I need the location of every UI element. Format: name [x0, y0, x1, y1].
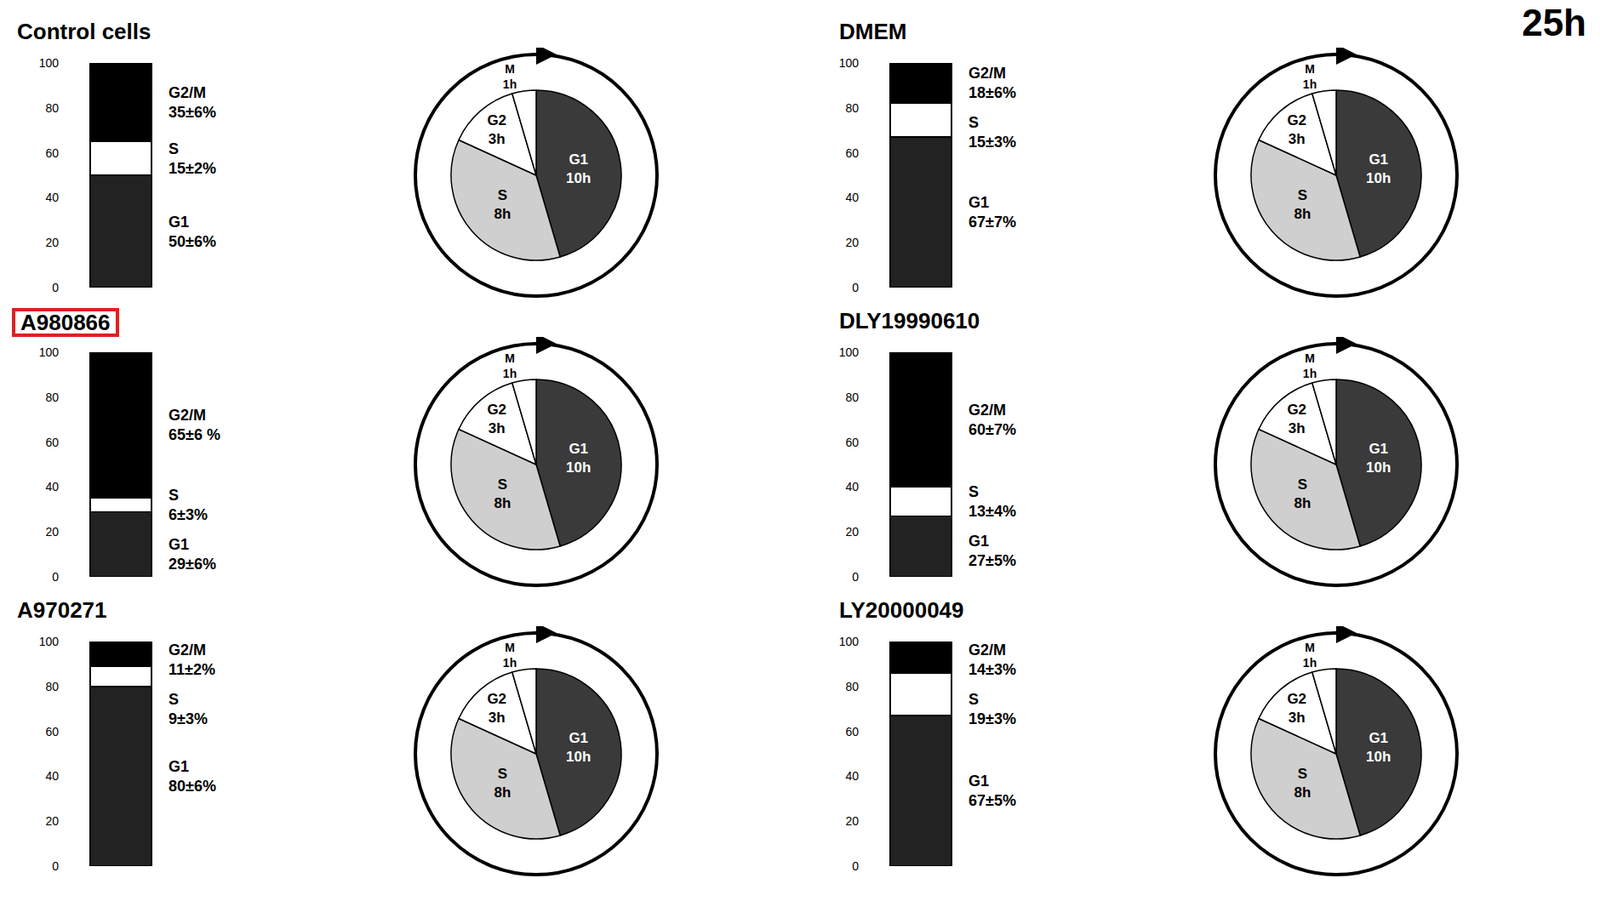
svg-text:60: 60 [45, 725, 59, 739]
svg-text:G2/M65±6 %: G2/M65±6 % [168, 406, 221, 444]
svg-text:G2/M60±7%: G2/M60±7% [968, 401, 1017, 439]
svg-text:100: 100 [39, 345, 60, 360]
svg-text:100: 100 [839, 634, 860, 649]
svg-text:S15±3%: S15±3% [968, 114, 1017, 151]
svg-text:80: 80 [45, 101, 59, 115]
svg-text:S6±3%: S6±3% [168, 486, 208, 524]
svg-text:G23h: G23h [486, 401, 507, 437]
html-text:A980866: A980866 [20, 309, 111, 336]
svg-text:0: 0 [851, 570, 859, 584]
svg-text:S8h: S8h [494, 476, 512, 512]
html-text:A970271: A970271 [17, 597, 107, 623]
svg-text:G2/M14±3%: G2/M14±3% [968, 641, 1017, 679]
svg-text:G110h: G110h [1365, 440, 1391, 476]
svg-text:20: 20 [845, 235, 859, 250]
html-text:25h: 25h [1521, 1, 1587, 44]
svg-text:0: 0 [51, 859, 59, 874]
svg-text:80: 80 [845, 390, 859, 405]
svg-text:20: 20 [45, 235, 59, 250]
svg-text:20: 20 [45, 525, 59, 539]
svg-text:80: 80 [845, 101, 859, 115]
svg-text:M1h: M1h [1302, 62, 1317, 92]
svg-text:M1h: M1h [1302, 640, 1317, 670]
svg-text:M1h: M1h [502, 62, 517, 92]
svg-text:G110h: G110h [1365, 730, 1391, 766]
svg-text:60: 60 [45, 435, 59, 450]
svg-text:G23h: G23h [1286, 401, 1307, 437]
html-text:DMEM: DMEM [839, 18, 907, 45]
svg-text:0: 0 [51, 570, 59, 584]
svg-text:G150±6%: G150±6% [168, 213, 217, 251]
svg-text:G167±7%: G167±7% [968, 194, 1017, 231]
svg-text:40: 40 [845, 769, 859, 783]
svg-text:M1h: M1h [502, 640, 517, 670]
svg-text:S13±4%: S13±4% [968, 483, 1017, 520]
svg-text:60: 60 [845, 146, 859, 160]
svg-text:100: 100 [839, 56, 860, 70]
svg-text:S15±2%: S15±2% [168, 140, 217, 178]
svg-text:M1h: M1h [1302, 351, 1317, 381]
svg-text:G110h: G110h [1365, 151, 1391, 187]
svg-text:S8h: S8h [494, 187, 512, 223]
svg-text:40: 40 [45, 480, 59, 494]
svg-text:80: 80 [45, 680, 59, 694]
svg-text:20: 20 [45, 814, 59, 829]
svg-text:0: 0 [851, 859, 859, 874]
svg-text:100: 100 [39, 56, 60, 70]
svg-text:S9±3%: S9±3% [168, 691, 208, 728]
svg-text:40: 40 [845, 190, 859, 205]
svg-text:G180±6%: G180±6% [168, 758, 217, 795]
svg-text:G23h: G23h [1286, 691, 1307, 726]
svg-text:S8h: S8h [1294, 187, 1312, 223]
svg-text:G23h: G23h [1286, 112, 1307, 148]
svg-text:20: 20 [845, 525, 859, 539]
svg-text:80: 80 [845, 680, 859, 694]
svg-text:G2/M18±6%: G2/M18±6% [968, 64, 1017, 102]
svg-text:100: 100 [839, 345, 860, 360]
svg-text:G2/M35±6%: G2/M35±6% [168, 84, 217, 121]
svg-text:100: 100 [39, 634, 60, 649]
svg-text:G23h: G23h [486, 112, 507, 148]
html-text:DLY19990610: DLY19990610 [839, 308, 980, 334]
svg-text:60: 60 [845, 725, 859, 739]
svg-text:S8h: S8h [1294, 765, 1312, 801]
svg-text:G110h: G110h [565, 151, 591, 187]
svg-text:G110h: G110h [565, 440, 591, 476]
html-text:Control cells: Control cells [17, 18, 152, 45]
svg-text:G2/M11±2%: G2/M11±2% [168, 641, 216, 679]
svg-text:G129±6%: G129±6% [168, 536, 217, 573]
svg-text:S8h: S8h [494, 765, 512, 801]
html-text:LY20000049: LY20000049 [839, 597, 964, 623]
svg-text:G127±5%: G127±5% [968, 532, 1017, 570]
svg-text:S19±3%: S19±3% [968, 691, 1017, 728]
svg-text:S8h: S8h [1294, 476, 1312, 512]
svg-text:80: 80 [45, 390, 59, 405]
svg-text:40: 40 [45, 190, 59, 205]
svg-text:G110h: G110h [565, 730, 591, 766]
svg-text:20: 20 [845, 814, 859, 829]
svg-text:G23h: G23h [486, 691, 507, 726]
svg-text:G167±5%: G167±5% [968, 772, 1017, 810]
svg-text:40: 40 [45, 769, 59, 783]
svg-text:0: 0 [851, 280, 859, 295]
svg-text:40: 40 [845, 480, 859, 494]
svg-text:60: 60 [845, 435, 859, 450]
svg-text:60: 60 [45, 146, 59, 160]
svg-text:M1h: M1h [502, 351, 517, 381]
svg-text:0: 0 [51, 280, 59, 295]
